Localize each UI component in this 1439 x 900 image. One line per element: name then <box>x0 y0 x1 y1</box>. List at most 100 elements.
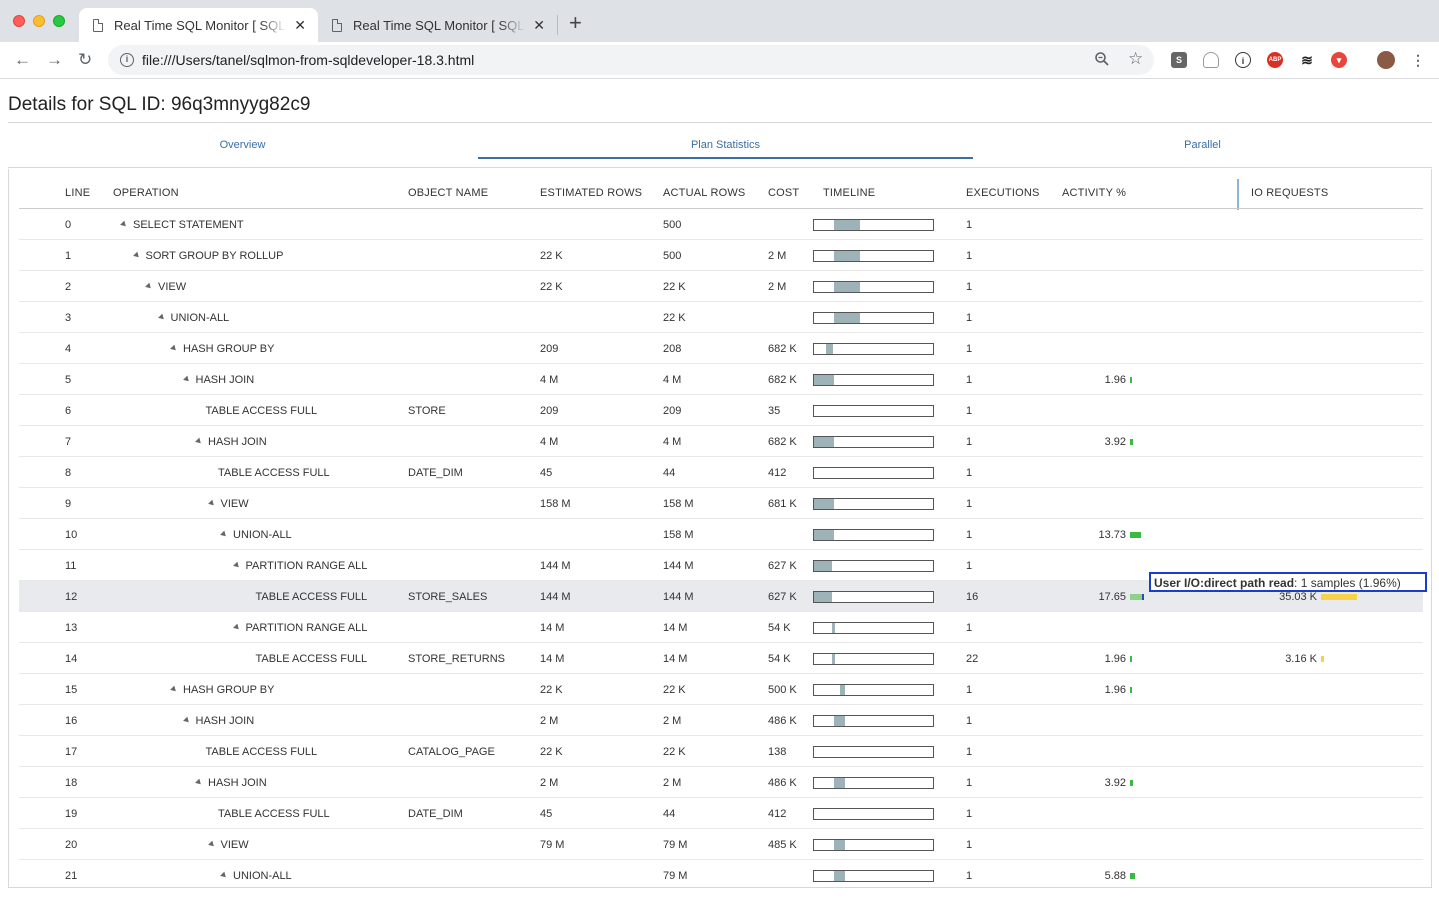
new-tab-button[interactable]: + <box>569 10 582 35</box>
close-tab-icon[interactable]: ✕ <box>533 16 545 33</box>
info-icon[interactable]: i <box>120 53 134 67</box>
col-header-executions[interactable]: EXECUTIONS <box>966 187 1040 199</box>
table-row[interactable]: 19 TABLE ACCESS FULL DATE_DIM 45 44 412 1 <box>19 798 1423 829</box>
back-icon[interactable]: ← <box>14 50 31 69</box>
expand-toggle-icon[interactable] <box>182 716 191 725</box>
table-row[interactable]: 16 HASH JOIN 2 M 2 M 486 K 1 <box>19 705 1423 736</box>
minimize-window-button[interactable] <box>33 15 45 27</box>
tab-plan-statistics[interactable]: Plan Statistics <box>690 139 761 151</box>
expand-toggle-icon[interactable] <box>195 778 203 787</box>
col-header-activity[interactable]: ACTIVITY % <box>1062 187 1127 199</box>
expand-toggle-icon[interactable] <box>170 344 178 353</box>
url-text[interactable]: file:///Users/tanel/sqlmon-from-sqldevel… <box>142 52 475 68</box>
table-row[interactable]: 3 UNION-ALL 22 K 1 <box>19 302 1423 333</box>
executions-cell: 1 <box>966 374 973 386</box>
zoom-icon[interactable] <box>1094 51 1110 71</box>
table-row[interactable]: 10 UNION-ALL 158 M 1 13.73 <box>19 519 1423 550</box>
col-header-line[interactable]: LINE <box>65 187 91 199</box>
table-row[interactable]: 18 HASH JOIN 2 M 2 M 486 K 1 3.92 <box>19 767 1423 798</box>
io-requests-bar[interactable] <box>1321 656 1324 662</box>
col-header-timeline[interactable]: TIMELINE <box>823 187 876 199</box>
timeline-fill <box>840 685 845 695</box>
maximize-window-button[interactable] <box>53 15 65 27</box>
timeline-bar <box>813 498 934 510</box>
reload-icon[interactable]: ↻ <box>78 50 93 69</box>
table-row[interactable]: 20 VIEW 79 M 79 M 485 K 1 <box>19 829 1423 860</box>
actual-rows-cell: 22 K <box>663 746 686 758</box>
timeline-fill <box>814 499 834 509</box>
col-header-estimated-rows[interactable]: ESTIMATED ROWS <box>540 187 643 199</box>
close-tab-icon[interactable]: ✕ <box>294 16 306 33</box>
expand-toggle-icon[interactable] <box>207 499 216 508</box>
vivaldi-icon[interactable]: ▾ <box>1331 52 1347 68</box>
activity-bar[interactable] <box>1130 532 1141 538</box>
table-row[interactable]: 21 UNION-ALL 79 M 1 5.88 <box>19 860 1423 887</box>
io-requests-bar[interactable] <box>1321 594 1357 600</box>
table-row[interactable]: 4 HASH GROUP BY 209 208 682 K 1 <box>19 333 1423 364</box>
adblock-icon[interactable]: ABP <box>1267 52 1283 68</box>
expand-toggle-icon[interactable] <box>157 313 166 322</box>
table-row[interactable]: 8 TABLE ACCESS FULL DATE_DIM 45 44 412 1 <box>19 457 1423 488</box>
table-row[interactable]: 5 HASH JOIN 4 M 4 M 682 K 1 1.96 <box>19 364 1423 395</box>
table-row[interactable]: 15 HASH GROUP BY 22 K 22 K 500 K 1 1.96 <box>19 674 1423 705</box>
activity-bar[interactable] <box>1130 439 1133 445</box>
forward-icon[interactable]: → <box>46 50 63 69</box>
column-resize-handle[interactable] <box>1237 179 1239 210</box>
col-header-object-name[interactable]: OBJECT NAME <box>408 187 489 199</box>
expand-toggle-icon[interactable] <box>120 220 128 229</box>
object-name-cell: DATE_DIM <box>408 467 463 479</box>
table-row[interactable]: 6 TABLE ACCESS FULL STORE 209 209 35 1 <box>19 395 1423 426</box>
executions-cell: 1 <box>966 684 973 696</box>
estimated-rows-cell: 2 M <box>540 777 559 789</box>
expand-toggle-icon[interactable] <box>195 437 203 446</box>
tab-overview[interactable]: Overview <box>219 139 266 151</box>
table-row[interactable]: 11 PARTITION RANGE ALL 144 M 144 M 627 K 1 <box>19 550 1423 581</box>
expand-toggle-icon[interactable] <box>220 530 228 539</box>
object-name-cell: STORE_SALES <box>408 591 488 603</box>
expand-toggle-icon[interactable] <box>132 251 141 260</box>
timeline-fill <box>814 375 834 385</box>
extension-info-icon[interactable]: i <box>1235 52 1251 68</box>
avatar[interactable] <box>1377 51 1395 69</box>
activity-bar[interactable] <box>1130 780 1133 786</box>
table-row[interactable]: 9 VIEW 158 M 158 M 681 K 1 <box>19 488 1423 519</box>
expand-toggle-icon[interactable] <box>232 561 241 570</box>
timeline-fill <box>826 344 833 354</box>
col-header-io-requests[interactable]: IO REQUESTS <box>1251 187 1329 199</box>
tab-parallel[interactable]: Parallel <box>1184 139 1221 151</box>
table-row[interactable]: 2 VIEW 22 K 22 K 2 M 1 <box>19 271 1423 302</box>
activity-bar[interactable] <box>1130 656 1132 662</box>
activity-bar[interactable] <box>1130 377 1132 383</box>
ghostery-icon[interactable] <box>1203 52 1219 68</box>
activity-bar[interactable] <box>1130 594 1144 600</box>
browser-tab-1[interactable]: Real Time SQL Monitor [ SQL ID: 96q3mnyy… <box>79 8 318 42</box>
table-row[interactable]: 14 TABLE ACCESS FULL STORE_RETURNS 14 M 14 M… <box>19 643 1423 674</box>
expand-toggle-icon[interactable] <box>207 840 216 849</box>
menu-kebab-icon[interactable]: ⋮ <box>1410 52 1426 68</box>
estimated-rows-cell: 14 M <box>540 653 565 665</box>
layers-icon[interactable]: ≋ <box>1299 52 1315 68</box>
expand-toggle-icon[interactable] <box>170 685 178 694</box>
activity-bar[interactable] <box>1130 687 1132 693</box>
expand-toggle-icon[interactable] <box>145 282 153 291</box>
expand-toggle-icon[interactable] <box>220 871 228 880</box>
browser-tab-2[interactable]: Real Time SQL Monitor [ SQL ID: 96q3mnyy… <box>318 8 557 42</box>
table-row[interactable]: 17 TABLE ACCESS FULL CATALOG_PAGE 22 K 22 K 1… <box>19 736 1423 767</box>
bookmark-star-icon[interactable]: ☆ <box>1128 49 1144 68</box>
col-header-actual-rows[interactable]: ACTUAL ROWS <box>663 187 746 199</box>
table-row[interactable]: 0 SELECT STATEMENT 500 1 <box>19 209 1423 240</box>
expand-toggle-icon[interactable] <box>232 623 241 632</box>
expand-toggle-icon[interactable] <box>182 375 191 384</box>
operation-label: HASH JOIN <box>195 374 255 386</box>
extension-s-icon[interactable]: S <box>1171 52 1187 68</box>
document-icon <box>93 18 103 32</box>
address-bar[interactable]: i file:///Users/tanel/sqlmon-from-sqldev… <box>108 45 1154 75</box>
activity-bar[interactable] <box>1130 873 1135 879</box>
close-window-button[interactable] <box>13 15 25 27</box>
col-header-operation[interactable]: OPERATION <box>113 187 179 199</box>
table-row[interactable]: 13 PARTITION RANGE ALL 14 M 14 M 54 K 1 <box>19 612 1423 643</box>
table-row[interactable]: 1 SORT GROUP BY ROLLUP 22 K 500 2 M 1 <box>19 240 1423 271</box>
table-row[interactable]: 7 HASH JOIN 4 M 4 M 682 K 1 3.92 <box>19 426 1423 457</box>
col-header-cost[interactable]: COST <box>768 187 800 199</box>
timeline-bar <box>813 870 934 882</box>
